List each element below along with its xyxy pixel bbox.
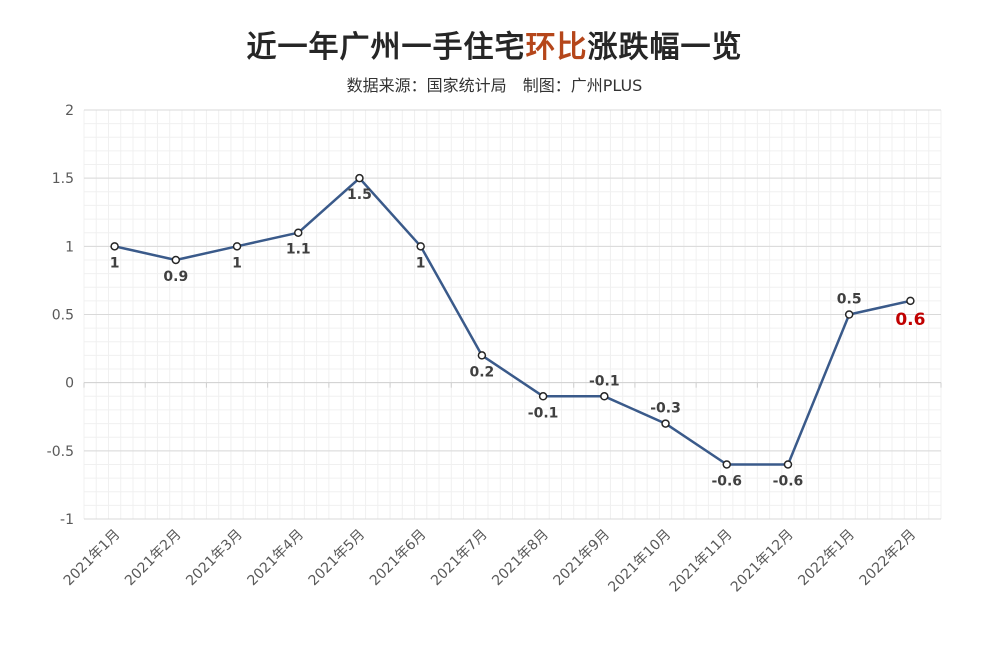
x-tick-label: 2021年7月 <box>428 527 491 590</box>
data-point <box>661 419 670 428</box>
data-point <box>600 392 609 401</box>
chart-maker-text: 制图：广州PLUS <box>522 76 643 95</box>
data-label: 1 <box>416 255 426 271</box>
data-label: -0.6 <box>711 473 742 489</box>
data-label: 1.5 <box>347 187 372 203</box>
y-tick-label: 0 <box>65 376 74 392</box>
data-point <box>538 392 548 401</box>
data-label: 1 <box>110 255 120 271</box>
data-point <box>722 460 731 469</box>
data-point <box>232 242 242 251</box>
x-tick-label: 2021年6月 <box>367 527 430 590</box>
data-point <box>906 296 915 306</box>
y-tick-label: 0.5 <box>52 308 74 324</box>
y-tick-label: -0.5 <box>47 444 74 460</box>
y-tick-label: 2 <box>65 103 74 119</box>
data-point <box>844 310 854 319</box>
data-label: -0.1 <box>589 373 620 389</box>
data-label: 1.1 <box>286 242 311 258</box>
data-point <box>783 460 793 469</box>
x-tick-label: 2021年12月 <box>728 527 797 596</box>
data-label: -0.3 <box>650 401 681 417</box>
y-tick-label: 1.5 <box>52 171 74 187</box>
chart-title-part2: 涨跌幅一览 <box>587 30 743 65</box>
y-tick-label: -1 <box>60 512 74 528</box>
data-label: 0.9 <box>163 269 188 285</box>
chart-subtitle: 数据来源：国家统计局 制图：广州PLUS <box>0 72 989 96</box>
x-tick-label: 2021年11月 <box>667 527 736 596</box>
x-tick-label: 2022年2月 <box>857 527 920 590</box>
x-tick-label: 2021年3月 <box>183 527 246 590</box>
x-tick-label: 2021年1月 <box>61 527 124 590</box>
y-tick-label: 1 <box>65 239 74 255</box>
data-label-highlight: 0.6 <box>895 310 925 330</box>
data-point <box>171 255 181 265</box>
chart-title-part1: 近一年广州一手住宅 <box>246 30 526 65</box>
x-tick-label: 2021年2月 <box>122 527 185 590</box>
data-label: -0.1 <box>528 405 559 421</box>
data-point <box>416 242 425 251</box>
x-tick-label: 2021年4月 <box>244 527 307 590</box>
data-source-text: 数据来源：国家统计局 <box>346 76 507 95</box>
x-tick-label: 2021年5月 <box>306 527 369 590</box>
data-point <box>110 242 119 251</box>
chart-title: 近一年广州一手住宅环比涨跌幅一览 <box>0 22 989 66</box>
x-tick-label: 2021年10月 <box>605 527 674 596</box>
data-label: 0.2 <box>469 364 494 380</box>
data-label: 1 <box>232 255 242 271</box>
data-point <box>294 228 303 237</box>
data-point <box>477 351 487 360</box>
chart-title-highlight: 环比 <box>525 30 588 65</box>
x-tick-label: 2022年1月 <box>795 527 858 590</box>
series-line <box>114 176 911 466</box>
data-point <box>355 173 364 183</box>
x-tick-label: 2021年9月 <box>551 527 614 590</box>
data-label: 0.5 <box>837 292 862 308</box>
data-label: -0.6 <box>773 473 804 489</box>
x-tick-label: 2021年8月 <box>489 527 552 590</box>
